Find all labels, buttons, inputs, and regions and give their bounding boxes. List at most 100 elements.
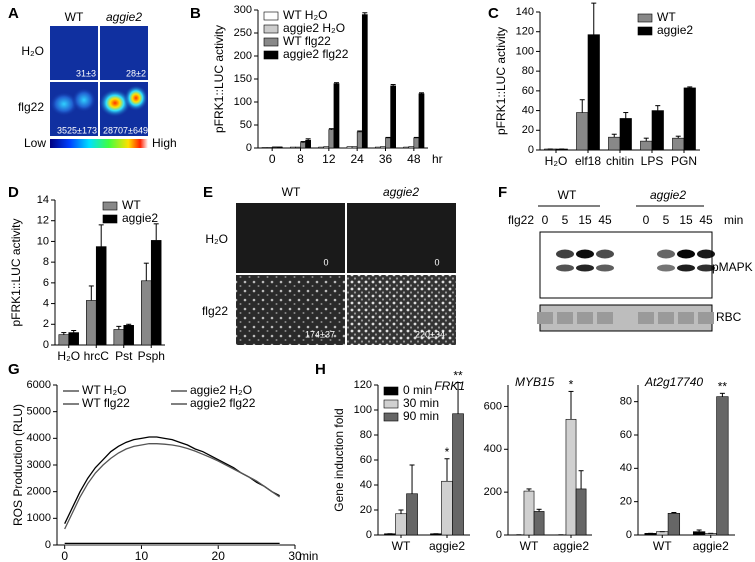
blot-band [677,249,695,259]
x-tick-label: 10 [135,549,149,562]
bar [289,146,296,149]
legend-label: 30 min [403,396,439,410]
x-tick-label: 0 [269,152,276,166]
x-axis-label: hr [432,152,443,166]
x-tick-label: aggie2 [429,539,465,553]
legend-swatch [637,26,653,36]
bar [575,488,587,536]
bar [318,146,325,149]
y-tick-label: 0 [45,539,51,551]
legend-label: WT [657,10,676,24]
y-tick-label: 40 [360,479,372,491]
y-axis-label: pFRK1::LUC activity [212,25,226,133]
bar [608,136,621,151]
time-label: 45 [699,213,713,227]
y-tick-label: 0 [246,142,252,154]
y-axis-label: pFRK1::LUC activity [494,27,508,135]
time-label: 45 [598,213,612,227]
x-axis-label: min [299,549,318,562]
y-tick-label: 14 [37,194,49,206]
y-tick-label: 4000 [27,432,51,444]
time-label: 15 [679,213,693,227]
bar [150,240,162,346]
signal [72,88,96,112]
panel-label: B [190,5,201,22]
bar [141,280,152,346]
blot-band [657,249,675,259]
blot-band [697,264,715,272]
y-tick-label: 0 [43,339,49,351]
bar [374,146,381,149]
x-tick-label: 12 [322,152,336,166]
x-tick-label: WT [520,539,539,553]
time-label: 0 [542,213,549,227]
x-tick-label: chitin [606,154,634,168]
y-axis-label: pFRK1::LUC activity [9,218,23,326]
panel-label: E [203,184,213,201]
x-tick-label: 24 [350,152,364,166]
bar [390,85,397,149]
row-label: H₂O [205,232,228,246]
panel-label: F [498,184,507,201]
time-label: 0 [643,213,650,227]
significance: ** [453,369,463,383]
y-tick-label: 2 [43,318,49,330]
bar [667,513,681,536]
x-tick-label: LPS [641,154,664,168]
x-tick-label: H₂O [57,349,80,363]
chart-title: At2g17740 [644,375,703,389]
count-label: 174±37 [305,329,335,339]
bar [587,34,600,151]
legend-label: WT flg22 [82,396,130,410]
y-tick-label: 40 [522,104,534,116]
y-tick-label: 12 [37,215,49,227]
legend-swatch [263,37,279,47]
luminescence-image [100,26,148,80]
legend-swatch [263,24,279,34]
column-label: aggie2 [383,185,419,199]
y-tick-label: 400 [484,443,502,455]
y-tick-label: 2000 [27,486,51,498]
y-tick-label: 120 [354,379,372,391]
x-tick-label: 20 [212,549,226,562]
x-tick-label: 8 [297,152,304,166]
microscopy-image [347,275,456,345]
bar [403,146,410,149]
blot-band [597,312,613,324]
panel-label: D [8,184,19,201]
bar [452,413,464,536]
bar [346,146,353,149]
x-tick-label: 48 [407,152,421,166]
luminescence-image [50,26,98,80]
y-tick-label: 150 [234,73,252,85]
y-tick-label: 600 [484,400,502,412]
scale-label: Low [24,136,46,150]
x-tick-label: 36 [379,152,393,166]
bar [68,332,79,346]
bar [408,146,415,149]
blot-band [556,264,574,272]
blot-band [596,249,614,259]
legend-label: 90 min [403,409,439,423]
band-label: RBC [716,310,742,324]
microscopy-image [347,203,456,273]
row-label: flg22 [202,304,228,318]
y-tick-label: 300 [234,4,252,16]
y-tick-label: 3000 [27,459,51,471]
signal [124,85,148,111]
column-label: WT [282,185,301,199]
signal [99,89,131,117]
unit-label: min [724,213,743,227]
band-label: pMAPK [712,260,753,274]
row-label: flg22 [18,100,44,114]
chart-title: MYB15 [515,375,555,389]
bar [683,87,696,151]
legend-label: WT H₂O [283,8,327,22]
panel-e: E WT aggie2 H₂O flg22 0 0 174±37 220±34 [202,184,456,345]
y-tick-label: 20 [522,124,534,136]
y-tick-label: 1000 [27,512,51,524]
y-tick-label: 8 [43,256,49,268]
microscopy-image [236,203,345,273]
blot-band [596,264,614,272]
